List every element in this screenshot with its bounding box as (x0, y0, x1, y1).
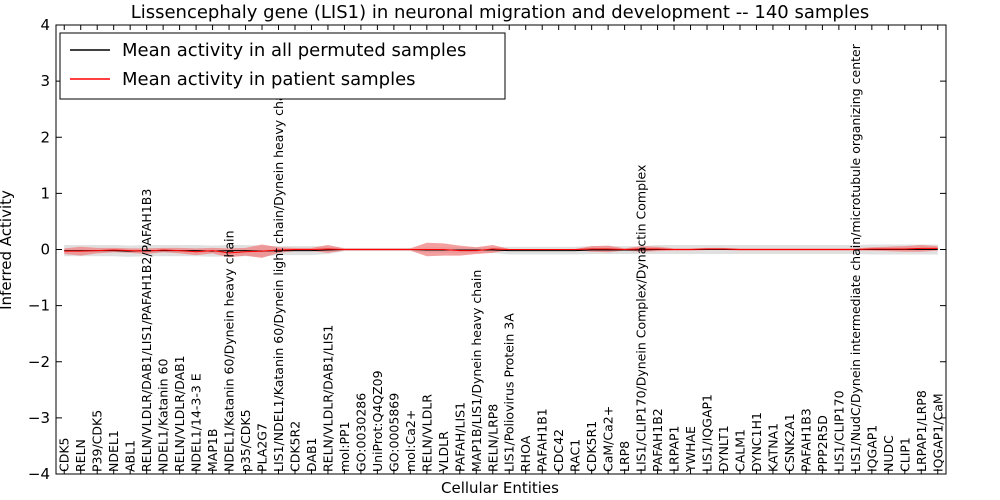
x-axis-tick-labels: CDK5 RELN P39/CDK5 NDEL1 ABL1 RELN/VLDLR/DAB1… (57, 43, 946, 473)
x-tick-label: RELN/LRP8 (485, 404, 500, 472)
x-tick-label: RHOA (518, 435, 533, 472)
x-tick-label: NDEL1/Katanin 60 (156, 359, 171, 472)
y-tick-label: 1 (40, 184, 50, 202)
y-tick-label: 4 (40, 16, 50, 34)
x-tick-label: PLA2G7 (255, 423, 270, 472)
x-tick-label: MAP1B/LIS1/Dynein heavy chain (469, 270, 484, 472)
x-tick-label: RELN/VLDLR (419, 394, 434, 472)
y-tick-label: 3 (40, 72, 50, 90)
x-tick-label: CaM/Ca2+ (601, 406, 616, 472)
x-tick-label: LIS1/Poliovirus Protein 3A (502, 313, 517, 472)
legend-box (59, 32, 506, 100)
x-tick-label: RELN/VLDLR/DAB1 (172, 355, 187, 472)
x-tick-label: NDEL1/Katanin 60/Dynein heavy chain (222, 230, 237, 472)
x-tick-label: CDC42 (551, 429, 566, 472)
y-tick-label: −2 (28, 353, 50, 371)
x-tick-label: LIS1/NudC/Dynein intermediate chain/micr… (848, 43, 863, 472)
x-tick-label: CALM1 (732, 429, 747, 472)
x-tick-label: GO:0030286 (353, 393, 368, 472)
x-tick-label: mol:Ca2+ (403, 410, 418, 472)
y-tick-label: −1 (28, 297, 50, 315)
x-tick-label: NDEL1/14-3-3 E (189, 373, 204, 472)
x-tick-label: DAB1 (304, 438, 319, 473)
x-tick-label: mol:PP1 (337, 421, 352, 472)
chart-title: Lissencephaly gene (LIS1) in neuronal mi… (131, 2, 870, 23)
y-tick-label: 2 (40, 128, 50, 146)
x-tick-label: CDK5R2 (287, 421, 302, 472)
x-tick-label: UniProt:Q4QZ09 (370, 370, 385, 472)
x-tick-label: CDK5R1 (584, 421, 599, 472)
tick-marks (63, 25, 939, 474)
x-tick-label: LRPAP1/LRP8 (914, 390, 929, 472)
x-tick-label: LRPAP1 (667, 426, 682, 472)
x-tick-label: CLIP1 (897, 437, 912, 472)
legend-label-permuted: Mean activity in all permuted samples (122, 40, 466, 61)
y-tick-label: −4 (28, 465, 50, 483)
y-tick-label: 0 (40, 241, 50, 259)
x-tick-label: p35/CDK5 (238, 409, 253, 472)
x-tick-label: KATNA1 (765, 423, 780, 472)
x-tick-label: DYNLT1 (716, 425, 731, 472)
x-tick-label: RELN (73, 439, 88, 472)
x-tick-label: CDK5 (57, 437, 72, 472)
x-tick-label: LIS1/IQGAP1 (700, 394, 715, 472)
x-tick-label: PAFAH/LIS1 (452, 402, 467, 472)
y-axis-label: Inferred Activity (0, 190, 15, 310)
x-tick-label: YWHAE (683, 426, 698, 473)
x-tick-label: NUDC (881, 435, 896, 472)
x-tick-label: P39/CDK5 (90, 410, 105, 472)
x-tick-label: LRP8 (617, 441, 632, 472)
legend: Mean activity in all permuted samples Me… (59, 32, 506, 100)
x-tick-label: LIS1/NDEL1/Katanin 60/Dynein light chain… (271, 82, 286, 472)
legend-label-patient: Mean activity in patient samples (122, 69, 416, 90)
x-tick-label: PAFAH1B2 (650, 408, 665, 472)
x-tick-label: NDEL1 (106, 430, 121, 472)
x-tick-label: PAFAH1B3 (798, 408, 813, 472)
x-tick-label: RAC1 (568, 439, 583, 472)
x-tick-label: IQGAP1 (864, 425, 879, 472)
x-tick-label: ABL1 (123, 440, 138, 472)
x-tick-label: DYNC1H1 (749, 412, 764, 472)
x-tick-label: PPP2R5D (815, 415, 830, 472)
patient-mean-line (64, 247, 938, 254)
x-tick-label: MAP1B (205, 429, 220, 472)
x-tick-label: IQGAP1/CaM (930, 393, 945, 472)
x-tick-label: LIS1/CLIP170/Dynein Complex/Dynactin Com… (634, 165, 649, 472)
x-tick-label: RELN/VLDLR/DAB1/LIS1/PAFAH1B2/PAFAH1B3 (139, 189, 154, 472)
series-lines (64, 247, 938, 254)
x-tick-label: GO:0005869 (386, 393, 401, 472)
x-tick-label: RELN/VLDLR/DAB1/LIS1 (320, 325, 335, 472)
y-axis-ticks: −4 −3 −2 −1 0 1 2 3 4 (28, 16, 946, 483)
y-tick-label: −3 (28, 409, 50, 427)
x-axis-label: Cellular Entities (441, 479, 559, 497)
x-tick-label: LIS1/CLIP170 (831, 390, 846, 472)
x-tick-label: CSNK2A1 (782, 413, 797, 472)
x-tick-label: PAFAH1B1 (535, 408, 550, 472)
x-tick-label: VLDLR (436, 431, 451, 472)
